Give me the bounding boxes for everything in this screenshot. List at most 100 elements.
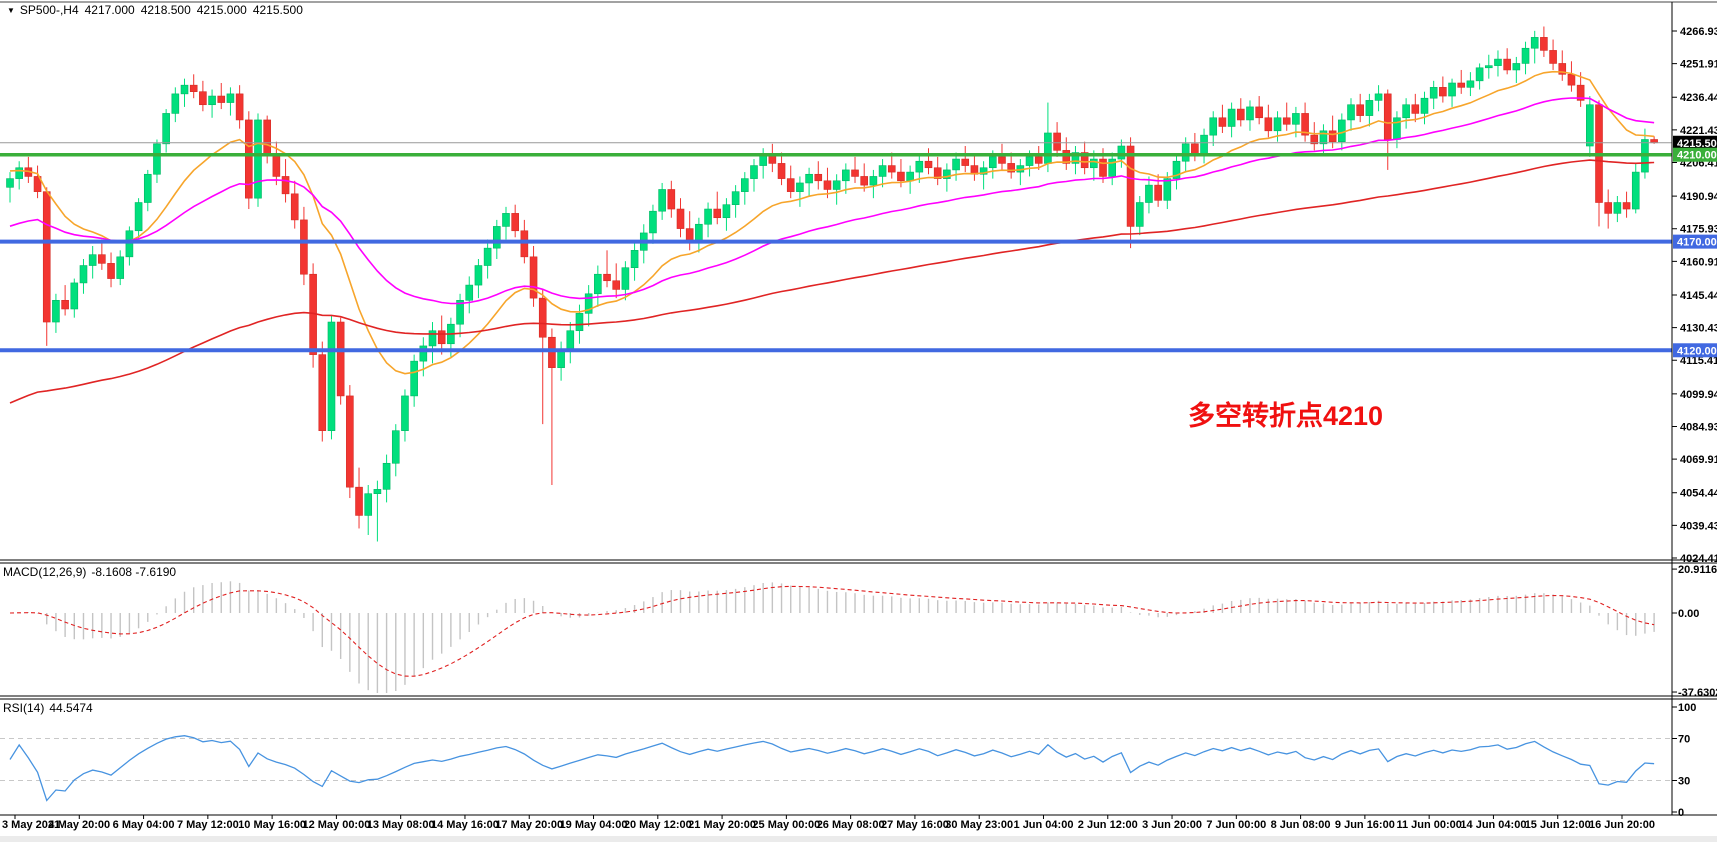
bull-candle-body xyxy=(410,360,418,397)
bull-candle-body xyxy=(428,330,437,347)
bull-candle-body xyxy=(842,169,850,182)
bear-candle-body xyxy=(300,219,308,275)
bull-candle-body xyxy=(1347,104,1355,121)
bear-candle-body xyxy=(612,280,621,290)
bull-candle-body xyxy=(1209,117,1218,136)
bull-candle-body xyxy=(1631,171,1640,210)
time-tick-label: 14 Jun 04:00 xyxy=(1460,819,1526,831)
bull-candle-body xyxy=(1586,104,1594,147)
bull-candle-body xyxy=(1025,156,1034,166)
bull-candle-body xyxy=(1494,58,1502,66)
price-tick-label: 4130.430 xyxy=(1680,323,1717,335)
bull-candle-body xyxy=(1227,108,1236,127)
time-tick-label: 9 Jun 16:00 xyxy=(1335,819,1395,831)
bear-candle-body xyxy=(263,119,271,156)
current-price-label-bg xyxy=(1673,135,1717,150)
macd-indicator-label: MACD(12,26,9) -8.1608 -7.6190 xyxy=(3,565,181,579)
bull-candle-body xyxy=(1090,158,1098,169)
price-tick-label: 4145.445 xyxy=(1680,290,1717,302)
bull-candle-body xyxy=(373,489,382,494)
bear-candle-body xyxy=(98,254,106,264)
bear-candle-body xyxy=(336,321,345,397)
bear-candle-body xyxy=(42,191,51,323)
bull-candle-body xyxy=(1172,160,1181,179)
bull-candle-body xyxy=(1530,37,1539,49)
moving-average-line-p40[interactable] xyxy=(9,97,1655,305)
bear-candle-body xyxy=(786,178,795,192)
bull-candle-body xyxy=(1135,202,1144,227)
macd-panel[interactable] xyxy=(9,581,1655,693)
main-price-panel[interactable] xyxy=(0,26,1672,542)
bull-candle-body xyxy=(621,267,630,290)
bear-candle-body xyxy=(1062,150,1071,164)
bull-candle-body xyxy=(1402,104,1410,119)
price-axis[interactable]: 4266.9304251.9154236.4454221.4304206.415… xyxy=(1672,26,1717,565)
bull-candle-body xyxy=(502,213,510,227)
bull-candle-body xyxy=(465,284,474,301)
ohlc-low-value: 4215.000 xyxy=(196,3,247,17)
time-tick-label: 11 Jun 00:00 xyxy=(1396,819,1461,831)
rsi-axis-label: 30 xyxy=(1678,776,1690,788)
time-tick-label: 26 May 08:00 xyxy=(817,819,885,831)
bull-candle-body xyxy=(483,247,492,266)
bull-candle-body xyxy=(153,143,161,175)
bear-candle-body xyxy=(346,395,354,488)
bear-candle-body xyxy=(511,213,519,232)
bear-candle-body xyxy=(887,165,896,173)
bull-candle-body xyxy=(1044,132,1052,164)
bear-candle-body xyxy=(1282,117,1291,125)
chart-text-annotation[interactable]: 多空转折点4210 xyxy=(1188,401,1384,431)
bull-candle-body xyxy=(1108,158,1116,177)
bull-candle-body xyxy=(1181,143,1190,162)
moving-average-line-p16[interactable] xyxy=(9,70,1655,375)
bear-candle-body xyxy=(217,95,226,103)
bull-candle-body xyxy=(1145,184,1153,203)
price-tick-label: 4024.415 xyxy=(1680,553,1717,565)
time-tick-label: 4 May 20:00 xyxy=(48,819,110,831)
time-tick-label: 7 Jun 00:00 xyxy=(1206,819,1266,831)
bull-candle-body xyxy=(474,265,483,286)
bear-candle-body xyxy=(961,158,970,166)
bear-candle-body xyxy=(538,297,547,338)
bull-candle-body xyxy=(208,95,216,106)
price-tick-label: 4039.430 xyxy=(1680,520,1717,532)
bear-candle-body xyxy=(1576,84,1585,101)
bull-candle-body xyxy=(6,178,14,188)
rsi-value: 44.5474 xyxy=(49,701,93,715)
moving-average-line-p120[interactable] xyxy=(9,159,1655,404)
macd-signal-line xyxy=(9,585,1655,677)
rsi-panel[interactable] xyxy=(0,735,1672,802)
bull-candle-body xyxy=(750,165,758,179)
bull-candle-body xyxy=(649,210,657,234)
time-tick-label: 3 Jun 20:00 xyxy=(1142,819,1202,831)
time-tick-label: 12 May 00:00 xyxy=(302,819,370,831)
bull-candle-body xyxy=(382,462,391,490)
bull-candle-body xyxy=(1292,113,1300,125)
bull-candle-body xyxy=(180,84,189,95)
bull-candle-body xyxy=(658,189,666,212)
bear-candle-body xyxy=(281,176,290,195)
bull-candle-body xyxy=(1475,67,1484,82)
time-tick-label: 8 Jun 08:00 xyxy=(1271,819,1331,831)
bear-candle-body xyxy=(1328,130,1337,142)
bear-candle-body xyxy=(1218,117,1227,127)
price-tick-label: 4099.945 xyxy=(1680,389,1717,401)
bear-candle-body xyxy=(860,176,869,186)
bull-candle-body xyxy=(1365,100,1374,116)
bear-candle-body xyxy=(107,263,115,279)
rsi-axis-label: 70 xyxy=(1678,734,1690,746)
bull-candle-body xyxy=(143,173,152,203)
time-tick-label: 14 May 16:00 xyxy=(431,819,499,831)
time-tick-label: 17 May 20:00 xyxy=(495,819,563,831)
ohlc-open-value: 4217.000 xyxy=(84,3,135,17)
time-tick-label: 25 May 00:00 xyxy=(752,819,820,831)
level-price-label: 4120.000 xyxy=(1677,345,1717,357)
price-tick-label: 4084.930 xyxy=(1680,421,1717,433)
bull-candle-body xyxy=(952,158,960,171)
bear-candle-body xyxy=(713,208,722,219)
bear-candle-body xyxy=(529,256,538,299)
macd-axis-label: -37.6302 xyxy=(1678,687,1717,699)
bull-candle-body xyxy=(364,493,373,516)
